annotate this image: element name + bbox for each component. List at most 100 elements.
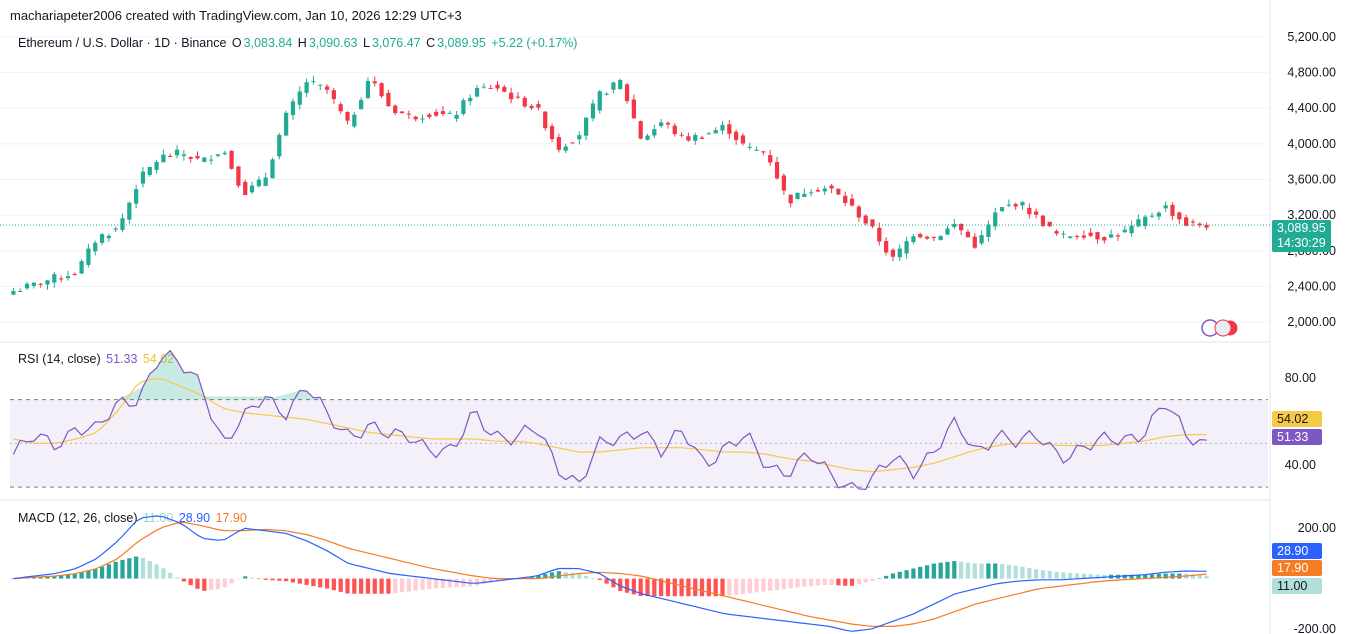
macd-histogram-bar bbox=[611, 578, 616, 588]
candle-body bbox=[870, 219, 875, 227]
candle-body bbox=[1109, 234, 1114, 238]
macd-histogram-bar bbox=[761, 578, 766, 592]
macd-histogram-bar bbox=[134, 556, 139, 579]
macd-histogram-bar bbox=[263, 578, 268, 580]
candle-body bbox=[413, 116, 418, 120]
macd-histogram-bar bbox=[379, 578, 384, 594]
macd-histogram-bar bbox=[502, 578, 507, 580]
macd-histogram-bar bbox=[168, 572, 173, 579]
macd-histogram-bar bbox=[338, 578, 343, 592]
countdown-value: 14:30:29 bbox=[1277, 236, 1326, 250]
macd-histogram-bar bbox=[529, 576, 534, 579]
rsi-tick-label: 40.00 bbox=[1285, 458, 1316, 472]
close-label: C bbox=[426, 36, 436, 50]
macd-histogram-bar bbox=[113, 561, 118, 579]
macd-histogram-bar bbox=[938, 562, 943, 579]
macd-histogram-bar bbox=[999, 564, 1005, 579]
candle-body bbox=[781, 175, 786, 191]
macd-histogram-bar bbox=[393, 578, 398, 594]
macd-histogram-bar bbox=[584, 575, 589, 579]
candle-body bbox=[515, 96, 521, 98]
macd-histogram-bar bbox=[1163, 573, 1168, 579]
candle-body bbox=[365, 81, 371, 99]
price-tick-label: 2,400.00 bbox=[1287, 280, 1336, 294]
candle-body bbox=[393, 105, 398, 114]
candle-body bbox=[215, 154, 221, 156]
macd-histogram-bar bbox=[631, 578, 636, 595]
candle-body bbox=[659, 122, 664, 126]
macd-histogram-bar bbox=[359, 578, 364, 594]
macd-histogram-bar bbox=[754, 578, 759, 593]
macd-histogram-bar bbox=[597, 578, 602, 580]
candle-body bbox=[1122, 229, 1127, 233]
macd-histogram-bar bbox=[86, 570, 91, 579]
candle-body bbox=[256, 179, 261, 187]
candle-body bbox=[849, 198, 855, 206]
macd-histogram-bar bbox=[1190, 574, 1196, 579]
change-value: +5.22 (+0.17%) bbox=[491, 36, 578, 50]
macd-histogram-bar bbox=[965, 562, 971, 579]
macd-histogram-bar bbox=[1020, 566, 1025, 579]
macd-histogram-bar bbox=[1061, 572, 1066, 579]
macd-histogram-bar bbox=[1143, 574, 1148, 579]
candle-body bbox=[795, 192, 800, 200]
macd-histogram-bar bbox=[556, 571, 561, 579]
candle-body bbox=[965, 231, 971, 238]
macd-histogram-bar bbox=[829, 578, 834, 585]
last-price-tag: 3,089.95 14:30:29 bbox=[1272, 220, 1331, 252]
candle-body bbox=[993, 212, 998, 227]
macd-histogram-bar bbox=[918, 566, 923, 579]
candle-body bbox=[249, 185, 255, 193]
macd-histogram-bar bbox=[638, 578, 643, 597]
rsi-legend: RSI (14, close) 51.33 54.02 bbox=[18, 352, 176, 366]
candle-body bbox=[352, 114, 357, 127]
candle-body bbox=[338, 104, 343, 112]
macd-histogram-bar bbox=[618, 578, 623, 592]
rsi-line bbox=[12, 349, 1207, 491]
candle-body bbox=[597, 91, 602, 111]
candle-body bbox=[290, 101, 296, 116]
candle-body bbox=[979, 235, 984, 244]
macd-histogram-bar bbox=[1122, 574, 1127, 579]
macd-histogram-bar bbox=[802, 578, 807, 587]
candle-body bbox=[843, 195, 848, 204]
candle-body bbox=[468, 97, 473, 102]
macd-histogram-bar bbox=[386, 578, 391, 594]
candle-body bbox=[188, 157, 193, 159]
macd-histogram-bar bbox=[788, 578, 793, 589]
candle-body bbox=[577, 135, 582, 140]
macd-histogram-bar bbox=[645, 578, 650, 597]
candle-body bbox=[86, 248, 91, 265]
macd-signal-value: 17.90 bbox=[215, 511, 247, 525]
macd-histogram-bar bbox=[434, 578, 439, 589]
macd-histogram-bar bbox=[863, 578, 868, 583]
candle-body bbox=[72, 274, 77, 276]
macd-histogram-bar bbox=[993, 563, 998, 579]
candle-body bbox=[359, 99, 364, 110]
macd-histogram-bar bbox=[1088, 574, 1093, 579]
candle-body bbox=[536, 104, 541, 108]
candle-body bbox=[999, 207, 1005, 212]
candle-body bbox=[1061, 233, 1066, 235]
candle-body bbox=[386, 92, 391, 107]
candle-body bbox=[679, 134, 684, 136]
candle-body bbox=[924, 236, 930, 239]
candle-body bbox=[802, 193, 807, 197]
candle-body bbox=[202, 157, 207, 162]
macd-histogram-bar bbox=[1197, 575, 1202, 579]
candle-body bbox=[195, 155, 200, 159]
candle-body bbox=[774, 161, 780, 179]
candle-body bbox=[1204, 224, 1209, 228]
macd-histogram-bar bbox=[856, 578, 861, 585]
macd-histogram-bar bbox=[243, 576, 248, 579]
candle-body bbox=[1027, 207, 1032, 215]
candle-body bbox=[270, 159, 275, 179]
macd-histogram-bar bbox=[331, 578, 336, 591]
candle-body bbox=[481, 86, 486, 88]
macd-histogram-bar bbox=[481, 578, 486, 584]
macd-histogram-bar bbox=[986, 563, 991, 579]
candle-body bbox=[311, 81, 316, 83]
candle-body bbox=[65, 276, 71, 279]
candle-body bbox=[474, 88, 480, 97]
